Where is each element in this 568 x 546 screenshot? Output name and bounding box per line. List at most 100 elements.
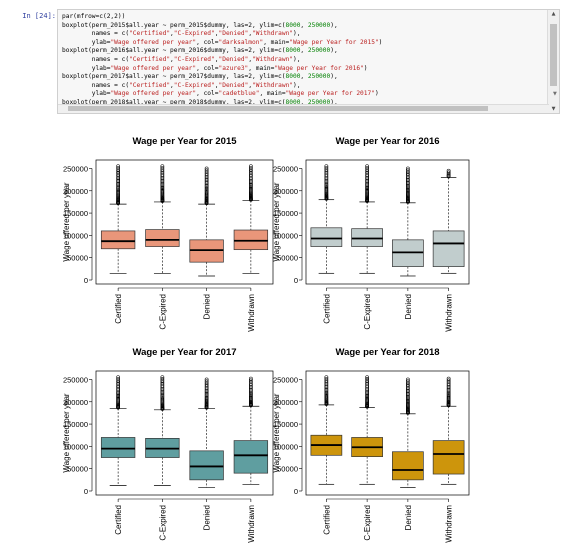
scroll-up-icon[interactable]: ▲	[551, 11, 556, 17]
code-number: 8000	[285, 47, 301, 55]
chart-title: Wage per Year for 2016	[335, 136, 439, 147]
code-string: "Denied"	[218, 81, 249, 89]
outlier-point	[116, 397, 121, 402]
outlier-point	[204, 185, 209, 190]
code-text: ,	[248, 55, 253, 63]
code-text: ,	[300, 73, 308, 81]
code-line: ylab="Wage offered per year", col="cadet…	[62, 90, 379, 97]
code-text: names = c(	[62, 30, 130, 38]
code-text: names = c(	[62, 81, 130, 89]
code-text: ),	[293, 30, 301, 38]
code-string: "Wage offered per year"	[110, 38, 197, 46]
y-tick-label: 250000	[273, 375, 298, 384]
outlier-point	[204, 191, 209, 196]
y-axis-label: Wage offered per year	[272, 182, 281, 261]
code-string: "Denied"	[218, 55, 249, 63]
y-tick-label: 200000	[273, 398, 298, 407]
code-string: "C-Expired"	[173, 30, 215, 38]
y-tick-label: 50000	[277, 465, 298, 474]
code-string: "Certified"	[129, 30, 171, 38]
box-body	[310, 227, 343, 247]
outlier-point	[116, 395, 121, 399]
outlier-point	[248, 183, 253, 187]
outlier-point	[248, 184, 253, 189]
code-text: ),	[293, 55, 301, 63]
outlier-point	[204, 397, 209, 401]
code-line: boxplot(perm_2016$all.year ~ perm_2016$d…	[62, 47, 338, 54]
output-collapse-icon[interactable]: ▼	[553, 91, 557, 97]
outlier-point	[160, 397, 165, 402]
code-string: "Certified"	[129, 55, 171, 63]
code-text: )	[378, 38, 383, 46]
code-string: "Withdrawn"	[252, 55, 294, 63]
outlier-point	[405, 185, 410, 190]
horizontal-scroll-thumb[interactable]	[68, 106, 488, 111]
x-tick-label: Denied	[404, 294, 413, 319]
outlier-point	[405, 394, 410, 399]
outlier-point	[204, 170, 209, 174]
box-body	[432, 440, 465, 475]
code-text: , col=	[196, 64, 219, 72]
code-text: boxplot(perm_2016$all.year ~ perm_2016$d…	[62, 47, 286, 55]
outlier-point	[204, 182, 209, 187]
y-tick-label: 0	[84, 487, 88, 496]
code-editor[interactable]: par(mfrow=c(2,2)) boxplot(perm_2015$all.…	[62, 13, 383, 113]
horizontal-scrollbar[interactable]	[58, 104, 549, 113]
outlier-point	[365, 180, 369, 185]
outlier-point	[160, 395, 165, 400]
outlier-point	[116, 164, 121, 169]
outlier-point	[160, 184, 165, 189]
code-text: )	[363, 64, 368, 72]
outlier-point	[324, 375, 329, 380]
y-tick-label: 250000	[273, 164, 298, 173]
outlier-point	[160, 180, 165, 185]
outlier-point	[160, 189, 165, 194]
outlier-point	[324, 388, 329, 392]
code-string: "C-Expired"	[173, 55, 215, 63]
code-text: ,	[170, 55, 174, 63]
y-tick-label: 250000	[63, 164, 88, 173]
cell-prompt: In [24]:	[22, 12, 56, 20]
code-string: "Denied"	[218, 30, 249, 38]
outlier-point	[116, 375, 121, 380]
outlier-point	[248, 166, 253, 170]
outlier-point	[365, 188, 369, 193]
code-text: boxplot(perm_2018$all.year ~ perm_2018$d…	[62, 98, 286, 106]
code-text: ,	[300, 98, 308, 106]
outlier-point	[204, 190, 209, 195]
code-line: names = c("Certified","C-Expired","Denie…	[62, 55, 301, 63]
code-cell[interactable]: par(mfrow=c(2,2)) boxplot(perm_2015$all.…	[57, 9, 560, 114]
outlier-point	[160, 377, 165, 381]
outlier-point	[116, 190, 121, 195]
vertical-scrollbar[interactable]: ▲ ▼	[547, 10, 559, 113]
outlier-point	[365, 185, 369, 190]
code-string: "Withdrawn"	[252, 81, 294, 89]
y-tick-label: 50000	[67, 465, 88, 474]
code-text: boxplot(perm_2015$all.year ~ perm_2015$d…	[62, 21, 286, 29]
outlier-point	[116, 186, 121, 190]
outlier-point	[446, 168, 451, 173]
outlier-point	[116, 182, 121, 186]
outlier-point	[405, 166, 410, 171]
code-text: ,	[248, 81, 253, 89]
outlier-point	[160, 392, 165, 397]
outlier-point	[446, 380, 451, 384]
y-tick-label: 150000	[63, 209, 88, 218]
x-tick-label: Denied	[203, 294, 212, 319]
outlier-point	[365, 389, 369, 394]
outlier-point	[405, 398, 410, 403]
scroll-down-icon[interactable]: ▼	[551, 106, 556, 112]
code-string: "Wage per Year for 2016"	[274, 64, 364, 72]
code-text: names = c(	[62, 55, 130, 63]
outlier-point	[324, 378, 329, 383]
outlier-point	[204, 189, 209, 194]
code-number: 250000	[307, 21, 331, 29]
vertical-scroll-thumb[interactable]	[550, 24, 557, 86]
code-text: )	[374, 90, 379, 98]
code-text: ylab=	[62, 38, 111, 46]
outlier-point	[365, 181, 369, 186]
code-string: "Certified"	[129, 81, 171, 89]
outlier-point	[324, 390, 329, 395]
y-tick-label: 150000	[273, 209, 298, 218]
chart-title: Wage per Year for 2017	[132, 347, 236, 358]
